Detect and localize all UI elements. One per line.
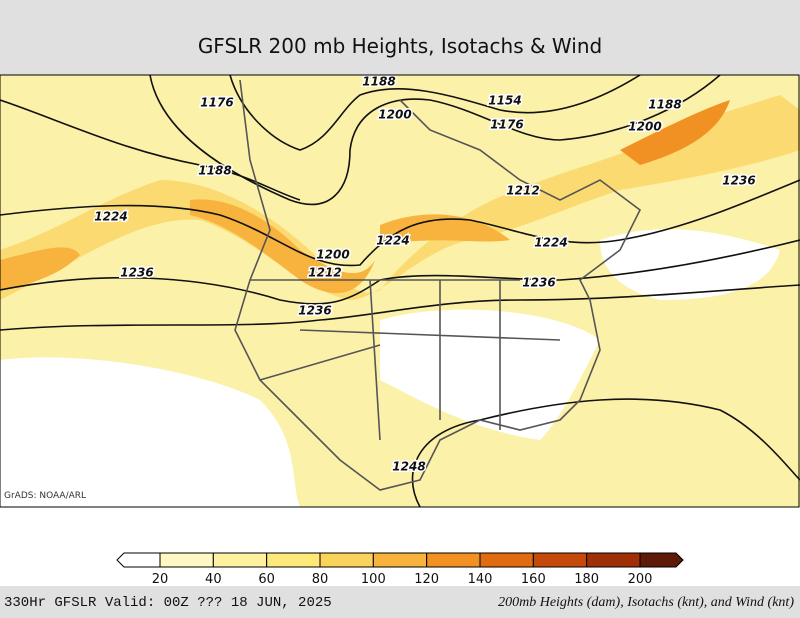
- colorbar-tick-label: 40: [205, 572, 222, 587]
- contour-label: 1224: [376, 234, 409, 248]
- contour-label: 1176: [490, 118, 523, 132]
- colorbar-cell: [426, 552, 481, 568]
- contour-label: 1200: [378, 108, 411, 122]
- contour-label: 1212: [308, 266, 341, 280]
- footer-bar: [0, 586, 800, 618]
- colorbar-cell: [639, 552, 684, 568]
- contour-label: 1224: [534, 236, 567, 250]
- contour-label: 1236: [298, 304, 331, 318]
- footer-right: 200mb Heights (dam), Isotachs (knt), and…: [498, 595, 794, 610]
- jet-core: [620, 100, 730, 165]
- colorbar-tick-label: 100: [361, 572, 386, 587]
- colorbar-cell: [372, 552, 428, 568]
- colorbar-tick-label: 180: [574, 572, 599, 587]
- borders: [250, 279, 561, 441]
- colorbar-cell: [586, 552, 641, 568]
- credit: GrADS: NOAA/ARL: [4, 491, 86, 501]
- contour-label: 1188: [198, 164, 231, 178]
- contour-label: 1212: [506, 184, 539, 198]
- colorbar-tick-label: 160: [521, 572, 546, 587]
- jet-core: [190, 199, 375, 294]
- jet-core: [0, 247, 80, 290]
- contour: [149, 74, 721, 206]
- colorbar-tick-label: 20: [152, 572, 169, 587]
- contour-label: 1154: [488, 94, 521, 108]
- colorbar-cell: [266, 552, 321, 568]
- colorbar-cell: [159, 552, 214, 568]
- contour: [0, 284, 800, 331]
- title-bar: [0, 0, 800, 75]
- map-frame: [0, 74, 800, 508]
- coastline: [234, 79, 642, 491]
- colorbar-cell: [116, 552, 161, 568]
- contour-label: 1188: [648, 98, 681, 112]
- contour-label: 1236: [722, 174, 755, 188]
- colorbar-cell: [212, 552, 268, 568]
- contour-label: 1224: [94, 210, 127, 224]
- colorbar-cell: [532, 552, 588, 568]
- colorbar-tick-label: 60: [258, 572, 275, 587]
- colorbar-tick-label: 140: [468, 572, 493, 587]
- contour-label: 1176: [200, 96, 233, 110]
- colorbar: 20 40 60 80 100 120 140 160 180 200: [116, 552, 684, 587]
- colorbar-tick-label: 200: [628, 572, 653, 587]
- contour-label: 1200: [316, 248, 349, 262]
- contour-label: 1200: [628, 120, 661, 134]
- contour: [229, 74, 641, 151]
- contour-label: 1188: [362, 75, 395, 89]
- contour: [0, 179, 800, 267]
- contour: [411, 398, 800, 508]
- contour: [0, 99, 301, 201]
- footer-left: 330Hr GFSLR Valid: 00Z ??? 18 JUN, 2025: [4, 595, 332, 611]
- colorbar-tick-label: 80: [312, 572, 329, 587]
- colorbar-cell: [319, 552, 374, 568]
- contour-label: 1248: [392, 460, 425, 474]
- colorbar-tick-label: 120: [414, 572, 439, 587]
- colorbar-cell: [479, 552, 534, 568]
- calm-area: [0, 357, 300, 507]
- map: 1188 1176 1200 1154 1176 1188 1200 1188 …: [0, 73, 800, 508]
- title: GFSLR 200 mb Heights, Isotachs & Wind: [198, 34, 602, 58]
- contour-label: 1236: [522, 276, 555, 290]
- calm-area: [380, 309, 600, 440]
- contour-label: 1236: [120, 266, 153, 280]
